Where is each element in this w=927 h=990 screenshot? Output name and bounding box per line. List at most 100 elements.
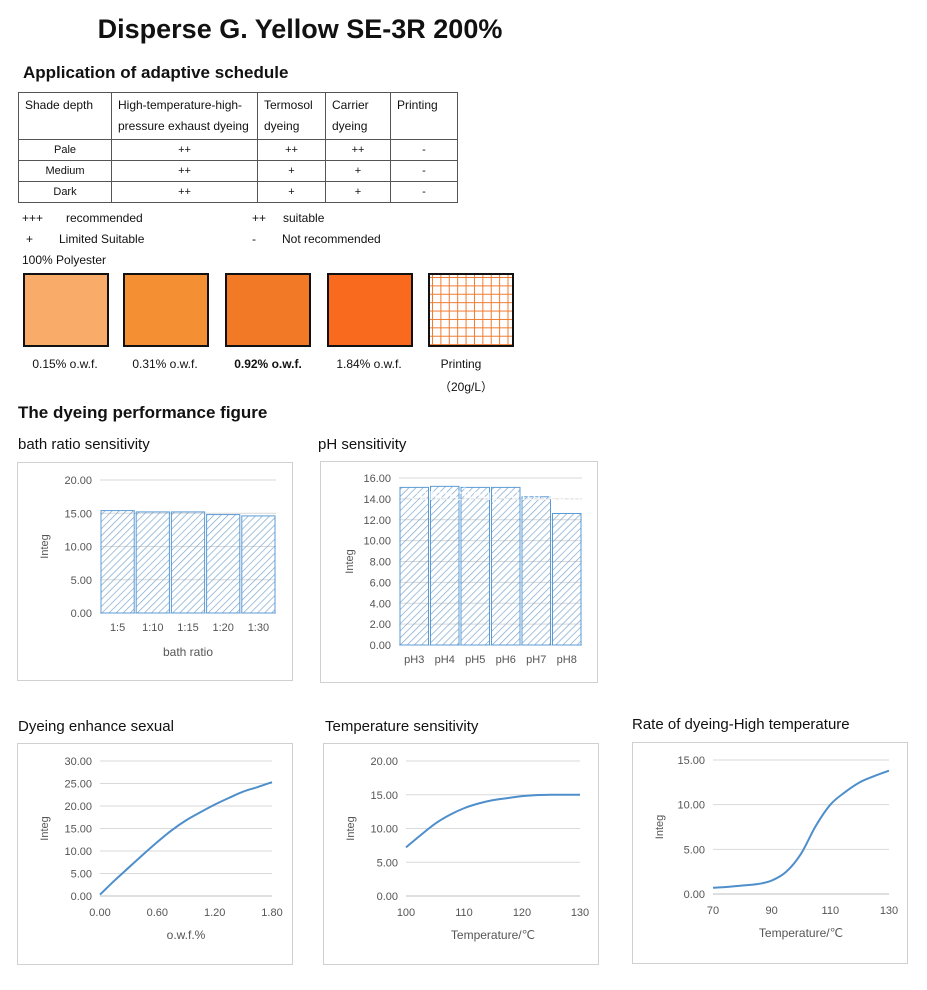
series-line	[99, 781, 273, 896]
chart-panel-temperature: 0.00 5.00 10.00 15.00 20.00 Integ Temperature/…	[323, 743, 599, 965]
chart-panel-ph: 0.00 2.00 4.00 6.00 8.00 10.00 12.00 14.00 16.00…	[320, 461, 598, 683]
y-axis-label: Integ	[345, 816, 357, 840]
bar	[460, 486, 490, 646]
table-row: Medium ++ + + -	[18, 160, 458, 182]
y-tick-label: 15.00	[64, 824, 92, 836]
table-cell: +	[325, 160, 391, 182]
x-axis-label: Temperature/℃	[451, 928, 535, 942]
table-cell: +	[257, 181, 326, 203]
y-tick-label: 6.00	[370, 577, 391, 589]
y-tick-label: 15.00	[677, 755, 705, 767]
table-cell: +	[325, 181, 391, 203]
section-title-performance: The dyeing performance figure	[18, 403, 268, 422]
y-tick-label: 20.00	[64, 801, 92, 813]
header-cell: High-temperature-high-pressure exhaust d…	[111, 92, 258, 140]
y-tick-label: 10.00	[370, 824, 398, 836]
chart-svg-ph: 0.00 2.00 4.00 6.00 8.00 10.00 12.00 14.00 16.00…	[344, 473, 582, 666]
legend-text: Not recommended	[282, 232, 381, 246]
y-tick-label: 16.00	[363, 473, 391, 485]
y-tick-label: 2.00	[370, 619, 391, 631]
chart-panel-enhance: 0.00 5.00 10.00 15.00 20.00 25.00 30.00 Integ o.…	[17, 743, 293, 965]
y-tick-label: 5.00	[71, 869, 92, 881]
y-tick-label: 10.00	[363, 536, 391, 548]
swatch-label: 0.92% o.w.f.	[234, 357, 302, 371]
y-axis-label: Integ	[654, 815, 666, 839]
bar	[521, 496, 551, 646]
swatch-label: Printing	[440, 357, 482, 371]
swatch-label: 0.15% o.w.f.	[32, 357, 98, 371]
x-tick-label: 0.00	[89, 907, 110, 919]
bar	[135, 511, 170, 614]
section-title-schedule: Application of adaptive schedule	[23, 63, 289, 82]
chart-title: bath ratio sensitivity	[18, 436, 150, 453]
bar	[206, 514, 241, 614]
x-tick-label: pH4	[435, 654, 455, 666]
legend-text: Limited Suitable	[59, 232, 145, 246]
bar	[100, 510, 135, 614]
page-title: Disperse G. Yellow SE-3R 200%	[97, 14, 503, 44]
y-tick-label: 10.00	[677, 800, 705, 812]
x-axis-label: Temperature/℃	[759, 926, 843, 940]
y-tick-label: 0.00	[684, 889, 705, 901]
legend-symbol: +	[26, 232, 34, 246]
bar	[170, 511, 206, 614]
y-axis-label: Integ	[344, 549, 356, 573]
y-tick-label: 0.00	[71, 608, 92, 620]
chart-svg-temp: 0.00 5.00 10.00 15.00 20.00 Integ Temperature/…	[345, 756, 589, 942]
legend-symbol: -	[252, 232, 256, 246]
legend-text: suitable	[283, 211, 325, 225]
y-tick-label: 25.00	[64, 779, 92, 791]
x-tick-label: 90	[766, 905, 778, 917]
chart-title: pH sensitivity	[318, 436, 407, 453]
chart-panel-bath-ratio: 0.00 5.00 10.00 15.00 20.00 Integ bath ratio 1:…	[17, 462, 293, 681]
y-tick-label: 0.00	[71, 891, 92, 903]
y-tick-label: 12.00	[363, 515, 391, 527]
chart-svg-rate: 0.00 5.00 10.00 15.00 Integ Temperature/℃ 70 90…	[654, 755, 898, 940]
x-tick-label: 130	[571, 907, 589, 919]
x-tick-label: 0.60	[147, 907, 168, 919]
legend-text: recommended	[66, 211, 143, 225]
table-cell: Pale	[18, 139, 112, 161]
x-tick-label: pH7	[526, 654, 546, 666]
swatch-label: 1.84% o.w.f.	[336, 357, 402, 371]
table-cell: Dark	[18, 181, 112, 203]
table-cell: -	[390, 160, 458, 182]
legend-symbol: +++	[22, 211, 44, 225]
x-tick-label: 1.80	[261, 907, 282, 919]
table-cell: ++	[111, 139, 258, 161]
x-tick-label: 1:15	[177, 622, 198, 634]
chart-title: Temperature sensitivity	[325, 718, 479, 735]
table-cell: -	[390, 181, 458, 203]
table-cell: ++	[111, 181, 258, 203]
header-cell: Printing	[390, 92, 458, 140]
table-cell: ++	[111, 160, 258, 182]
y-tick-label: 5.00	[684, 844, 705, 856]
table-row: Pale ++ ++ ++ -	[18, 139, 458, 161]
y-tick-label: 5.00	[71, 575, 92, 587]
x-tick-label: pH3	[404, 654, 424, 666]
y-tick-label: 20.00	[370, 756, 398, 768]
table-row: Dark ++ + + -	[18, 181, 458, 203]
chart-title: Rate of dyeing-High temperature	[632, 716, 850, 733]
x-tick-label: 70	[707, 905, 719, 917]
y-tick-label: 4.00	[370, 598, 391, 610]
table-header-row: Shade depth High-temperature-high-pressu…	[18, 92, 458, 140]
y-tick-label: 10.00	[64, 542, 92, 554]
table-cell: ++	[325, 139, 391, 161]
x-tick-label: pH8	[557, 654, 577, 666]
schedule-table: Shade depth High-temperature-high-pressu…	[18, 92, 458, 203]
x-tick-label: 1:10	[142, 622, 163, 634]
y-tick-label: 14.00	[363, 494, 391, 506]
y-tick-label: 30.00	[64, 756, 92, 768]
x-tick-label: 120	[513, 907, 531, 919]
y-tick-label: 15.00	[64, 508, 92, 520]
swatch-label: 0.31% o.w.f.	[132, 357, 198, 371]
x-tick-label: pH5	[465, 654, 485, 666]
x-tick-label: 110	[822, 905, 840, 917]
x-tick-label: 130	[880, 905, 898, 917]
y-tick-label: 8.00	[370, 557, 391, 569]
header-cell: Shade depth	[18, 92, 112, 140]
color-swatch	[23, 273, 109, 347]
header-cell: Termosol dyeing	[257, 92, 326, 140]
swatch-label: （20g/L）	[438, 380, 494, 394]
